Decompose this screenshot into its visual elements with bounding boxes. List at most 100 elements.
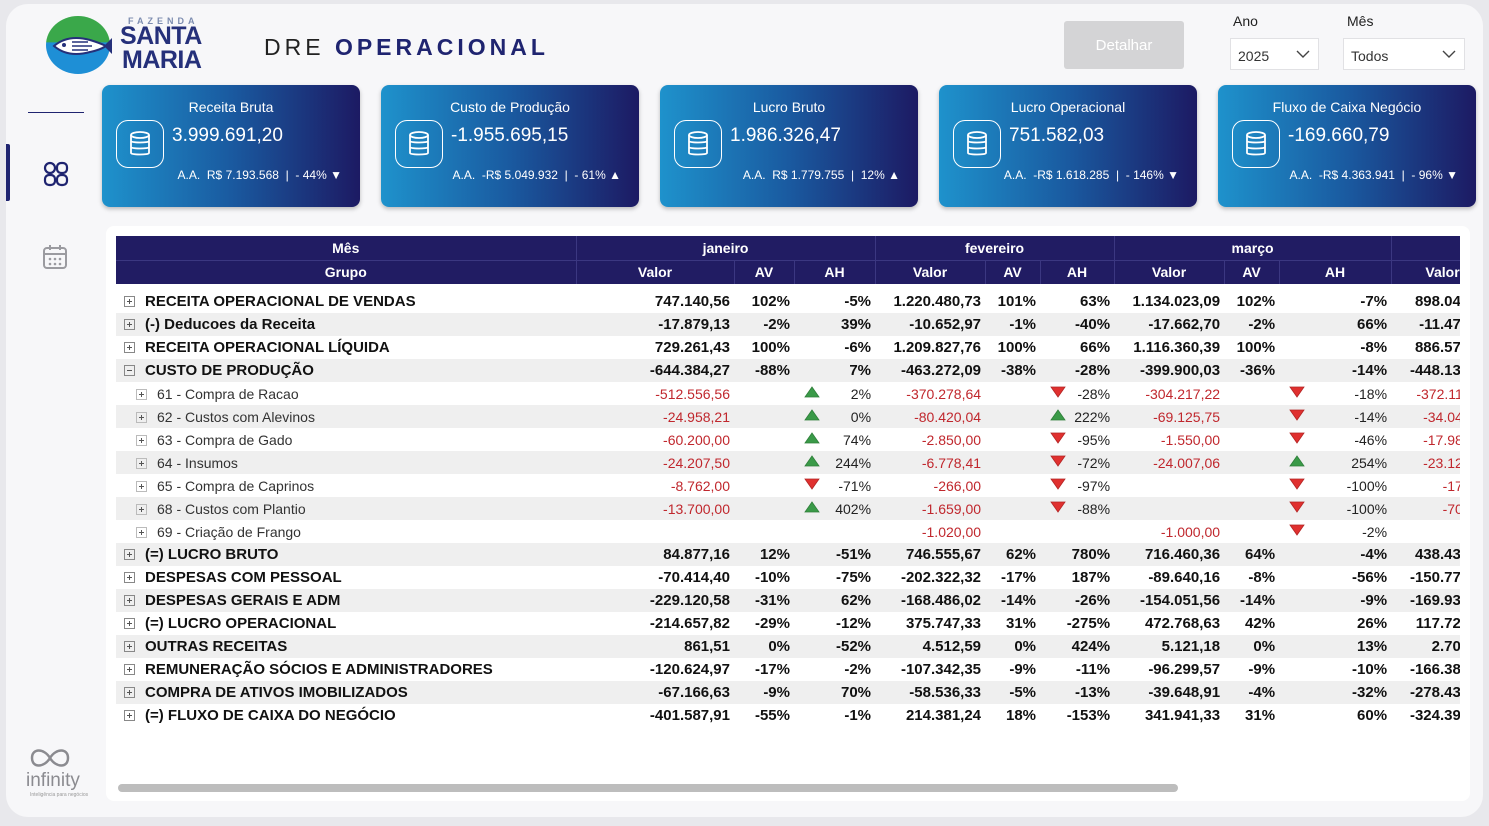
- month-header-fevereiro[interactable]: fevereiro: [875, 236, 1115, 261]
- table-row[interactable]: 64 - Insumos -24.207,50 244% -6.778,41 -72% -…: [116, 451, 1460, 474]
- trend-down-icon: [804, 478, 820, 490]
- row-group-label[interactable]: DESPESAS GERAIS E ADM: [116, 589, 576, 612]
- expand-icon[interactable]: [124, 664, 135, 675]
- table-row[interactable]: 62 - Custos com Alevinos -24.958,21 0% -80.…: [116, 405, 1460, 428]
- row-group-label[interactable]: DESPESAS COM PESSOAL: [116, 566, 576, 589]
- row-group-label[interactable]: RECEITA OPERACIONAL LÍQUIDA: [116, 336, 576, 359]
- table-row[interactable]: (=) FLUXO DE CAIXA DO NEGÓCIO -401.587,91…: [116, 704, 1460, 727]
- cell-valor: -1.550,00: [1160, 431, 1221, 448]
- mes-dropdown[interactable]: Todos: [1343, 38, 1465, 70]
- table-row[interactable]: (=) LUCRO OPERACIONAL -214.657,82 -29% -12%…: [116, 612, 1460, 635]
- row-group-label[interactable]: (-) Deducoes da Receita: [116, 313, 576, 336]
- row-group-label[interactable]: (=) FLUXO DE CAIXA DO NEGÓCIO: [116, 704, 576, 727]
- row-group-label[interactable]: 61 - Compra de Racao: [116, 382, 576, 405]
- trend-up-icon: [804, 385, 820, 397]
- expand-icon[interactable]: [124, 296, 135, 307]
- expand-icon[interactable]: [124, 595, 135, 606]
- table-row[interactable]: COMPRA DE ATIVOS IMOBILIZADOS -67.166,63-…: [116, 681, 1460, 704]
- expand-icon[interactable]: [136, 503, 147, 515]
- row-group-label[interactable]: OUTRAS RECEITAS: [116, 635, 576, 658]
- table-row[interactable]: OUTRAS RECEITAS 861,51 0% -52% 4.512,59 0% 424…: [116, 635, 1460, 658]
- cell-ah: -28%: [1040, 382, 1114, 405]
- cell-valor: -69.125,75: [1114, 405, 1225, 428]
- cell-av: -4%: [1224, 681, 1280, 704]
- table-row[interactable]: (-) Deducoes da Receita -17.879,13 -2% 39% -…: [116, 313, 1460, 336]
- row-group-label[interactable]: 63 - Compra de Gado: [116, 428, 576, 451]
- kpi-card-0[interactable]: Receita Bruta 3.999.691,20 A.A. R$ 7.193.5…: [102, 85, 360, 207]
- brand-small-text: FAZENDA: [128, 16, 199, 26]
- table-row[interactable]: 65 - Compra de Caprinos -8.762,00 -71% -266…: [116, 474, 1460, 497]
- page-title: DRE OPERACIONAL: [264, 34, 549, 60]
- row-group-label[interactable]: 69 - Criação de Frango: [116, 520, 576, 543]
- row-group-label[interactable]: 68 - Custos com Plantio: [116, 497, 576, 520]
- database-icon: [953, 120, 1001, 168]
- cell-valor: [1114, 497, 1225, 520]
- table-row[interactable]: 61 - Compra de Racao -512.556,56 2% -370.27…: [116, 382, 1460, 405]
- cell-valor: -11.474,78: [1391, 313, 1460, 336]
- expand-icon[interactable]: [124, 319, 135, 330]
- expand-icon[interactable]: [124, 687, 135, 698]
- cell-ah: 222%: [1040, 405, 1115, 428]
- row-group-label[interactable]: 64 - Insumos: [116, 451, 576, 474]
- row-group-label[interactable]: RECEITA OPERACIONAL DE VENDAS: [116, 290, 576, 313]
- month-header-marco[interactable]: março: [1114, 236, 1392, 261]
- row-group-label[interactable]: 62 - Custos com Alevinos: [116, 405, 576, 428]
- trend-up-icon: [804, 408, 820, 420]
- expand-icon[interactable]: [124, 549, 135, 560]
- table-row[interactable]: REMUNERAÇÃO SÓCIOS E ADMINISTRADORES -120…: [116, 658, 1460, 681]
- cell-ah: -5%: [844, 293, 872, 310]
- row-group-label[interactable]: (=) LUCRO OPERACIONAL: [116, 612, 576, 635]
- fish-icon: [52, 37, 112, 55]
- mes-filter-label: Mês: [1347, 13, 1374, 29]
- horizontal-scrollbar[interactable]: [118, 784, 1178, 792]
- database-icon: [116, 120, 164, 168]
- table-row[interactable]: 63 - Compra de Gado -60.200,00 74% -2.850,0…: [116, 428, 1460, 451]
- table-row[interactable]: DESPESAS COM PESSOAL -70.414,40 -10% -75% -2…: [116, 566, 1460, 589]
- ano-dropdown[interactable]: 2025: [1230, 38, 1319, 70]
- row-group-label[interactable]: 65 - Compra de Caprinos: [116, 474, 576, 497]
- expand-icon[interactable]: [136, 388, 147, 400]
- table-row[interactable]: CUSTO DE PRODUÇÃO -644.384,27 -88% 7% -463.2…: [116, 359, 1460, 382]
- cell-valor: 861,51: [576, 635, 734, 658]
- row-group-label[interactable]: CUSTO DE PRODUÇÃO: [116, 359, 576, 382]
- cell-ah: 60%: [1357, 707, 1388, 724]
- expand-icon[interactable]: [124, 618, 135, 629]
- table-row[interactable]: (=) LUCRO BRUTO 84.877,16 12% -51% 746.555,6…: [116, 543, 1460, 566]
- expand-icon[interactable]: [124, 641, 135, 652]
- trend-down-icon: [1289, 386, 1305, 398]
- detalhar-button[interactable]: Detalhar: [1064, 21, 1184, 69]
- table-row[interactable]: DESPESAS GERAIS E ADM -229.120,58 -31% 62% -…: [116, 589, 1460, 612]
- cell-av: 62%: [985, 543, 1041, 566]
- dashboard-grid-icon[interactable]: [42, 160, 70, 188]
- row-group-label[interactable]: (=) LUCRO BRUTO: [116, 543, 576, 566]
- cell-valor: -700,00: [1391, 497, 1460, 520]
- table-row[interactable]: 69 - Criação de Frango -1.020,00 -1.000,00…: [116, 520, 1460, 543]
- expand-icon[interactable]: [136, 526, 147, 538]
- row-group-label[interactable]: COMPRA DE ATIVOS IMOBILIZADOS: [116, 681, 576, 704]
- table-row[interactable]: 68 - Custos com Plantio -13.700,00 402% -1.…: [116, 497, 1460, 520]
- expand-icon[interactable]: [136, 411, 147, 423]
- month-header-abril[interactable]: abril: [1391, 236, 1460, 261]
- expand-icon[interactable]: [136, 434, 147, 446]
- row-group-label[interactable]: REMUNERAÇÃO SÓCIOS E ADMINISTRADORES: [116, 658, 576, 681]
- kpi-card-3[interactable]: Lucro Operacional 751.582,03 A.A. -R$ 1.61…: [939, 85, 1197, 207]
- expand-icon[interactable]: [136, 480, 147, 492]
- expand-icon[interactable]: [124, 572, 135, 583]
- cell-ah: -9%: [1279, 589, 1392, 612]
- calendar-icon[interactable]: [41, 243, 69, 271]
- table-row[interactable]: RECEITA OPERACIONAL LÍQUIDA 729.261,43 100…: [116, 336, 1460, 359]
- month-header-janeiro[interactable]: janeiro: [576, 236, 876, 261]
- cell-av: 101%: [997, 293, 1037, 310]
- collapse-icon[interactable]: [124, 365, 135, 376]
- kpi-card-1[interactable]: Custo de Produção -1.955.695,15 A.A. -R$ 5…: [381, 85, 639, 207]
- kpi-title: Custo de Produção: [450, 99, 570, 115]
- kpi-card-4[interactable]: Fluxo de Caixa Negócio -169.660,79 A.A. -R…: [1218, 85, 1476, 207]
- kpi-card-2[interactable]: Lucro Bruto 1.986.326,47 A.A. R$ 1.779.755…: [660, 85, 918, 207]
- expand-icon[interactable]: [136, 457, 147, 469]
- cell-ah: -100%: [1279, 497, 1392, 520]
- expand-icon[interactable]: [124, 710, 135, 721]
- expand-icon[interactable]: [124, 342, 135, 353]
- database-icon: [395, 120, 443, 168]
- table-row[interactable]: RECEITA OPERACIONAL DE VENDAS 747.140,56 1…: [116, 290, 1460, 313]
- infinity-logo: infinity Inteligência para negócios: [24, 746, 96, 802]
